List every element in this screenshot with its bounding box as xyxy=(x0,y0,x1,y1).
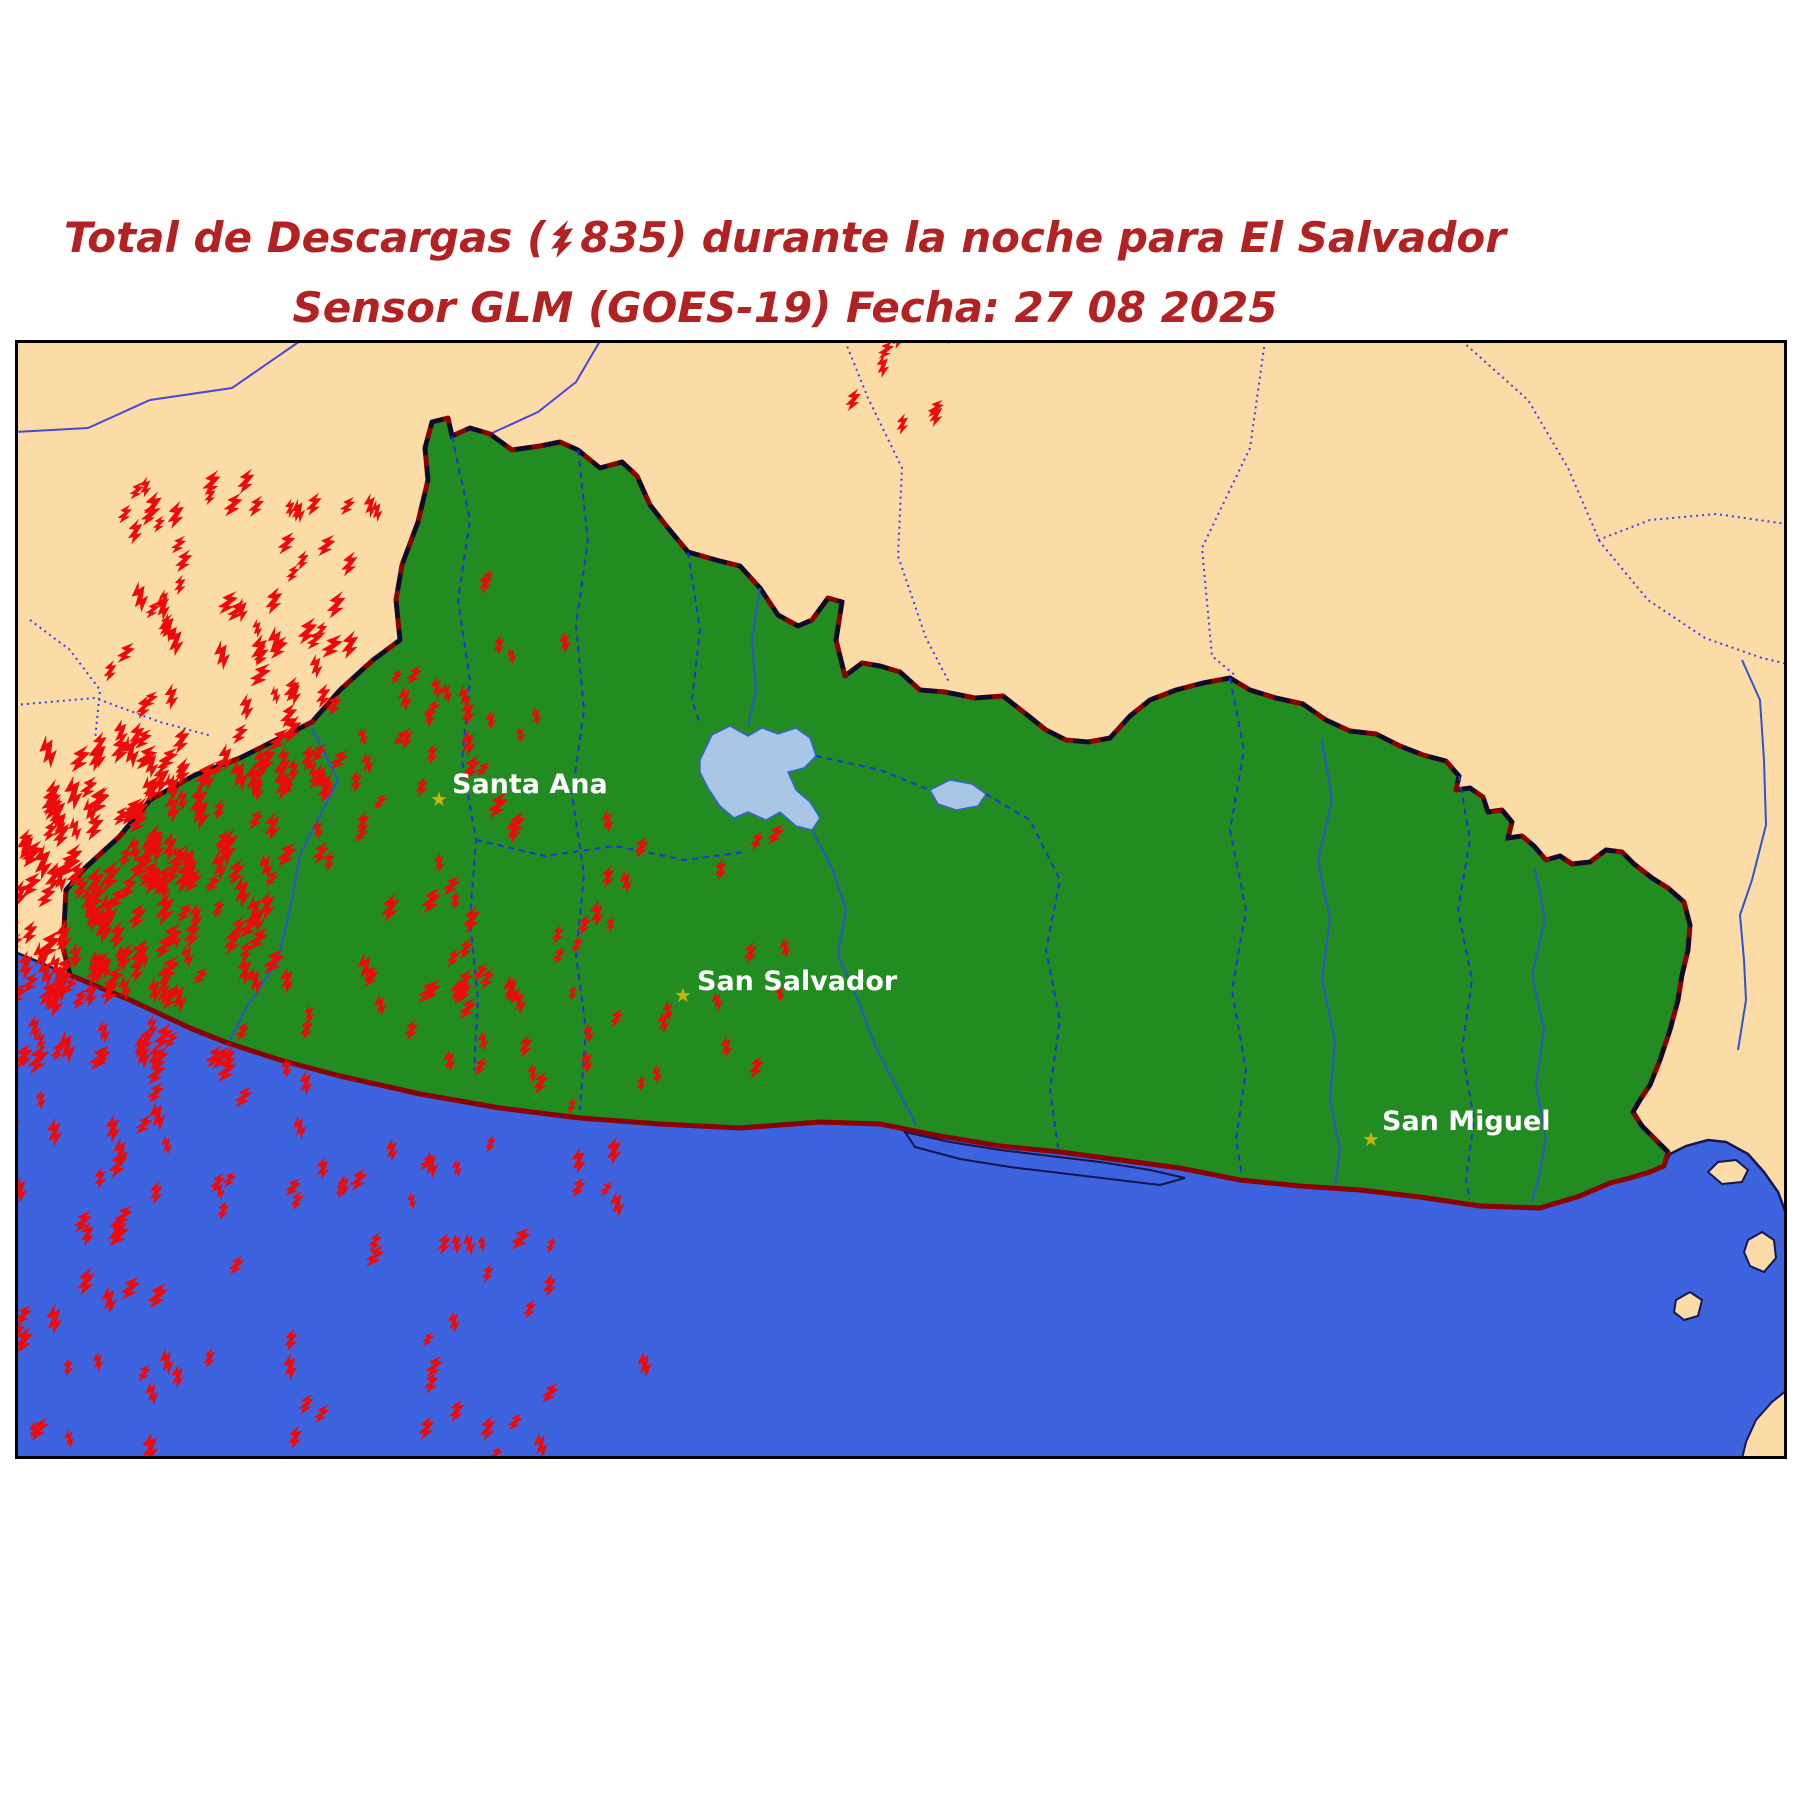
city-star-icon: ★ xyxy=(1362,1127,1380,1151)
map-title: Total de Descargas ( 835) durante la noch… xyxy=(0,203,1570,343)
city-star-icon: ★ xyxy=(430,787,448,811)
honduras-admin-lines xyxy=(844,340,1787,685)
city-label: San Miguel xyxy=(1382,1106,1551,1137)
city-label: San Salvador xyxy=(697,966,898,997)
city-label: Santa Ana xyxy=(452,769,608,800)
title-bolt-count: 835 xyxy=(580,213,668,262)
lakes xyxy=(699,725,988,831)
bay-inlet xyxy=(902,1130,1186,1187)
gulf-islands xyxy=(1672,1158,1787,1459)
map-frame xyxy=(15,340,1787,1459)
guatemala-borders xyxy=(15,340,601,435)
lightning-bolt-icon xyxy=(551,220,574,258)
guatemala-admin-lines xyxy=(15,619,213,741)
international-border-dashed xyxy=(60,415,1693,1154)
title-line-2: Sensor GLM (GOES-19) Fecha: 27 08 2025 xyxy=(292,283,1278,332)
map-canvas: ★ Santa Ana ★ San Salvador ★ San Miguel xyxy=(15,340,1787,1459)
title-line1-suffix: ) durante la noche para El Salvador xyxy=(667,213,1506,262)
honduras-river xyxy=(1737,659,1768,1051)
map-svg: ★ Santa Ana★ San Salvador★San Miguel xyxy=(15,340,1787,1459)
city-star-icon: ★ xyxy=(674,983,692,1007)
rivers xyxy=(229,587,1548,1203)
ocean xyxy=(15,952,1787,1459)
city-labels-layer: ★ Santa Ana★ San Salvador★San Miguel xyxy=(430,769,1551,1151)
title-line-1: Total de Descargas ( 835) durante la noch… xyxy=(0,203,1570,273)
title-line1-prefix: Total de Descargas ( xyxy=(64,213,547,262)
